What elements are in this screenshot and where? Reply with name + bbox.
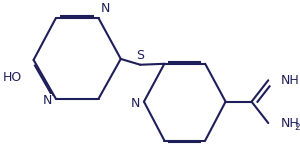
Text: N: N	[131, 97, 140, 110]
Text: NH: NH	[281, 74, 300, 87]
Text: S: S	[136, 49, 144, 62]
Text: NH: NH	[281, 117, 300, 130]
Text: N: N	[43, 94, 52, 107]
Text: HO: HO	[3, 71, 22, 84]
Text: 2: 2	[294, 123, 300, 132]
Text: N: N	[100, 2, 110, 15]
